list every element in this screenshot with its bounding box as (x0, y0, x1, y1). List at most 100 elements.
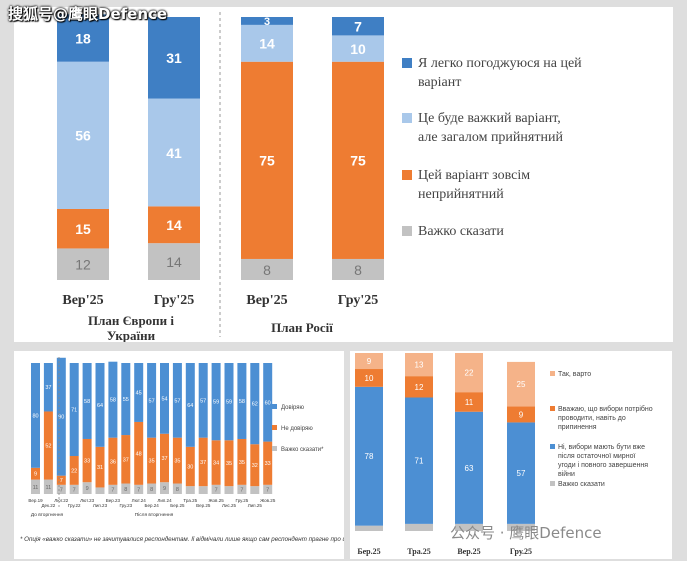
bar-value-label: 7 (240, 487, 243, 493)
bar-value-label: 57 (149, 398, 155, 404)
bar-value-label: 48 (136, 451, 142, 457)
bar-segment (263, 484, 273, 494)
bar-value-label: 34 (213, 461, 219, 467)
x-tick-label: Гру'25 (338, 293, 379, 308)
legend-label: варіант (418, 75, 461, 90)
bar-segment (134, 421, 144, 485)
x-tick-label: Бер.24 (144, 503, 159, 508)
x-tick-label: Лис.25 (222, 503, 236, 508)
bar-value-label: 12 (415, 383, 424, 392)
bar-value-label: 71 (415, 457, 424, 466)
main-stacked-bar-chart: 12 15 56 18 Вер'25 14 14 41 31 Гру'25 8 75 14 3 Вер'25… (57, 12, 582, 342)
bar-value-label: 7 (137, 487, 140, 493)
bar-segment (355, 386, 383, 526)
bar-segment (507, 406, 535, 423)
x-tick-label: Жов.25 (260, 498, 276, 503)
legend-swatch (402, 58, 412, 68)
legend-swatch (402, 226, 412, 236)
bar-segment (224, 486, 234, 494)
bar-value-label: 41 (166, 145, 182, 161)
bar-value-label: 31 (97, 465, 103, 471)
bar-value-label: 9 (34, 472, 37, 478)
x-tick-label: Жов.25 (208, 498, 224, 503)
bar-segment (147, 363, 157, 438)
x-tick-label: Лют.24 (132, 498, 147, 503)
group-label: України (107, 328, 156, 342)
bar-segment (121, 435, 131, 484)
x-tick-label: Вер.25 (196, 503, 211, 508)
bar-segment (148, 206, 200, 244)
x-tick-label: Лип.24 (157, 498, 172, 503)
bar-segment (57, 248, 109, 280)
bar-value-label: 11 (46, 485, 52, 491)
bar-segment (355, 369, 383, 387)
bar-value-label: 7 (73, 487, 76, 493)
bar-segment (108, 361, 118, 438)
bar-segment (355, 525, 383, 531)
x-tick-label: Вер.23 (106, 498, 121, 503)
bar-value-label: 62 (252, 402, 258, 408)
bar-segment (211, 363, 221, 441)
bar-segment (31, 363, 40, 468)
bar-segment (160, 433, 169, 483)
legend-label: Це буде важкий варіант, (418, 111, 561, 126)
bar-segment (95, 487, 105, 494)
x-tick-label: Гру'25 (154, 293, 195, 308)
legend-label: угоди і повного завершення (558, 461, 648, 469)
bar-segment (241, 24, 293, 62)
bar-value-label: 58 (110, 398, 116, 404)
footnote: * Опція «важко сказати» не зачитувалися … (20, 536, 344, 543)
legend-swatch (550, 481, 555, 486)
legend-label: але загалом прийнятний (418, 130, 563, 145)
bar-value-label: 25 (517, 380, 526, 389)
legend-label: Не довіряю (281, 426, 313, 432)
bar-segment (160, 482, 169, 494)
legend-label: Цей варіант зовсім (418, 168, 530, 183)
bar-value-label: 12 (75, 257, 91, 273)
bar-value-label: 8 (176, 487, 179, 493)
x-tick-label: Вер'25 (62, 293, 103, 308)
bar-value-label: 64 (97, 403, 103, 409)
bar-value-label: 3 (264, 16, 270, 28)
bar-value-label: 14 (166, 254, 182, 270)
bar-segment (250, 486, 260, 494)
bar-value-label: 11 (33, 485, 39, 491)
legend-label: Важко сказати* (281, 447, 324, 453)
x-tick-label: Лип.23 (93, 503, 108, 508)
x-tick-label: Вер.19 (28, 498, 43, 503)
bar-segment (405, 523, 433, 531)
bar-segment (241, 17, 293, 25)
bar-segment (455, 523, 483, 531)
bar-value-label: 10 (350, 41, 366, 57)
bar-segment (56, 484, 66, 494)
bar-value-label: 58 (239, 399, 245, 405)
bar-segment (148, 243, 200, 280)
bar-segment (57, 14, 109, 62)
x-tick-label: Вер'25 (246, 293, 287, 308)
bar-value-label: 60 (265, 400, 271, 406)
bar-value-label: 37 (45, 385, 51, 391)
x-tick-label: Тра.25 (183, 498, 197, 503)
bar-value-label: 8 (124, 487, 127, 493)
bar-value-label: 57 (517, 469, 526, 478)
legend-swatch (272, 446, 277, 451)
bar-value-label: 37 (123, 457, 129, 463)
bar-value-label: 71 (71, 408, 77, 414)
x-tick-label: Лют.22 (54, 498, 69, 503)
legend-swatch (550, 444, 555, 449)
legend-label: припинення (558, 424, 597, 431)
bar-value-label: 7 (266, 487, 269, 493)
bar-segment (185, 363, 195, 447)
bar-value-label: 59 (213, 400, 219, 406)
bar-value-label: 90 (58, 415, 64, 421)
x-tick-label: Гру.25 (510, 547, 532, 556)
bar-value-label: 35 (226, 461, 232, 467)
bar-segment (237, 484, 247, 494)
bar-value-label: 14 (259, 36, 275, 52)
bar-segment (198, 363, 208, 438)
bar-value-label: 80 (32, 413, 38, 419)
bar-segment (507, 361, 535, 407)
bar-value-label: 78 (365, 452, 374, 461)
bar-value-label: 57 (174, 398, 180, 404)
bar-value-label: 7 (354, 19, 362, 35)
